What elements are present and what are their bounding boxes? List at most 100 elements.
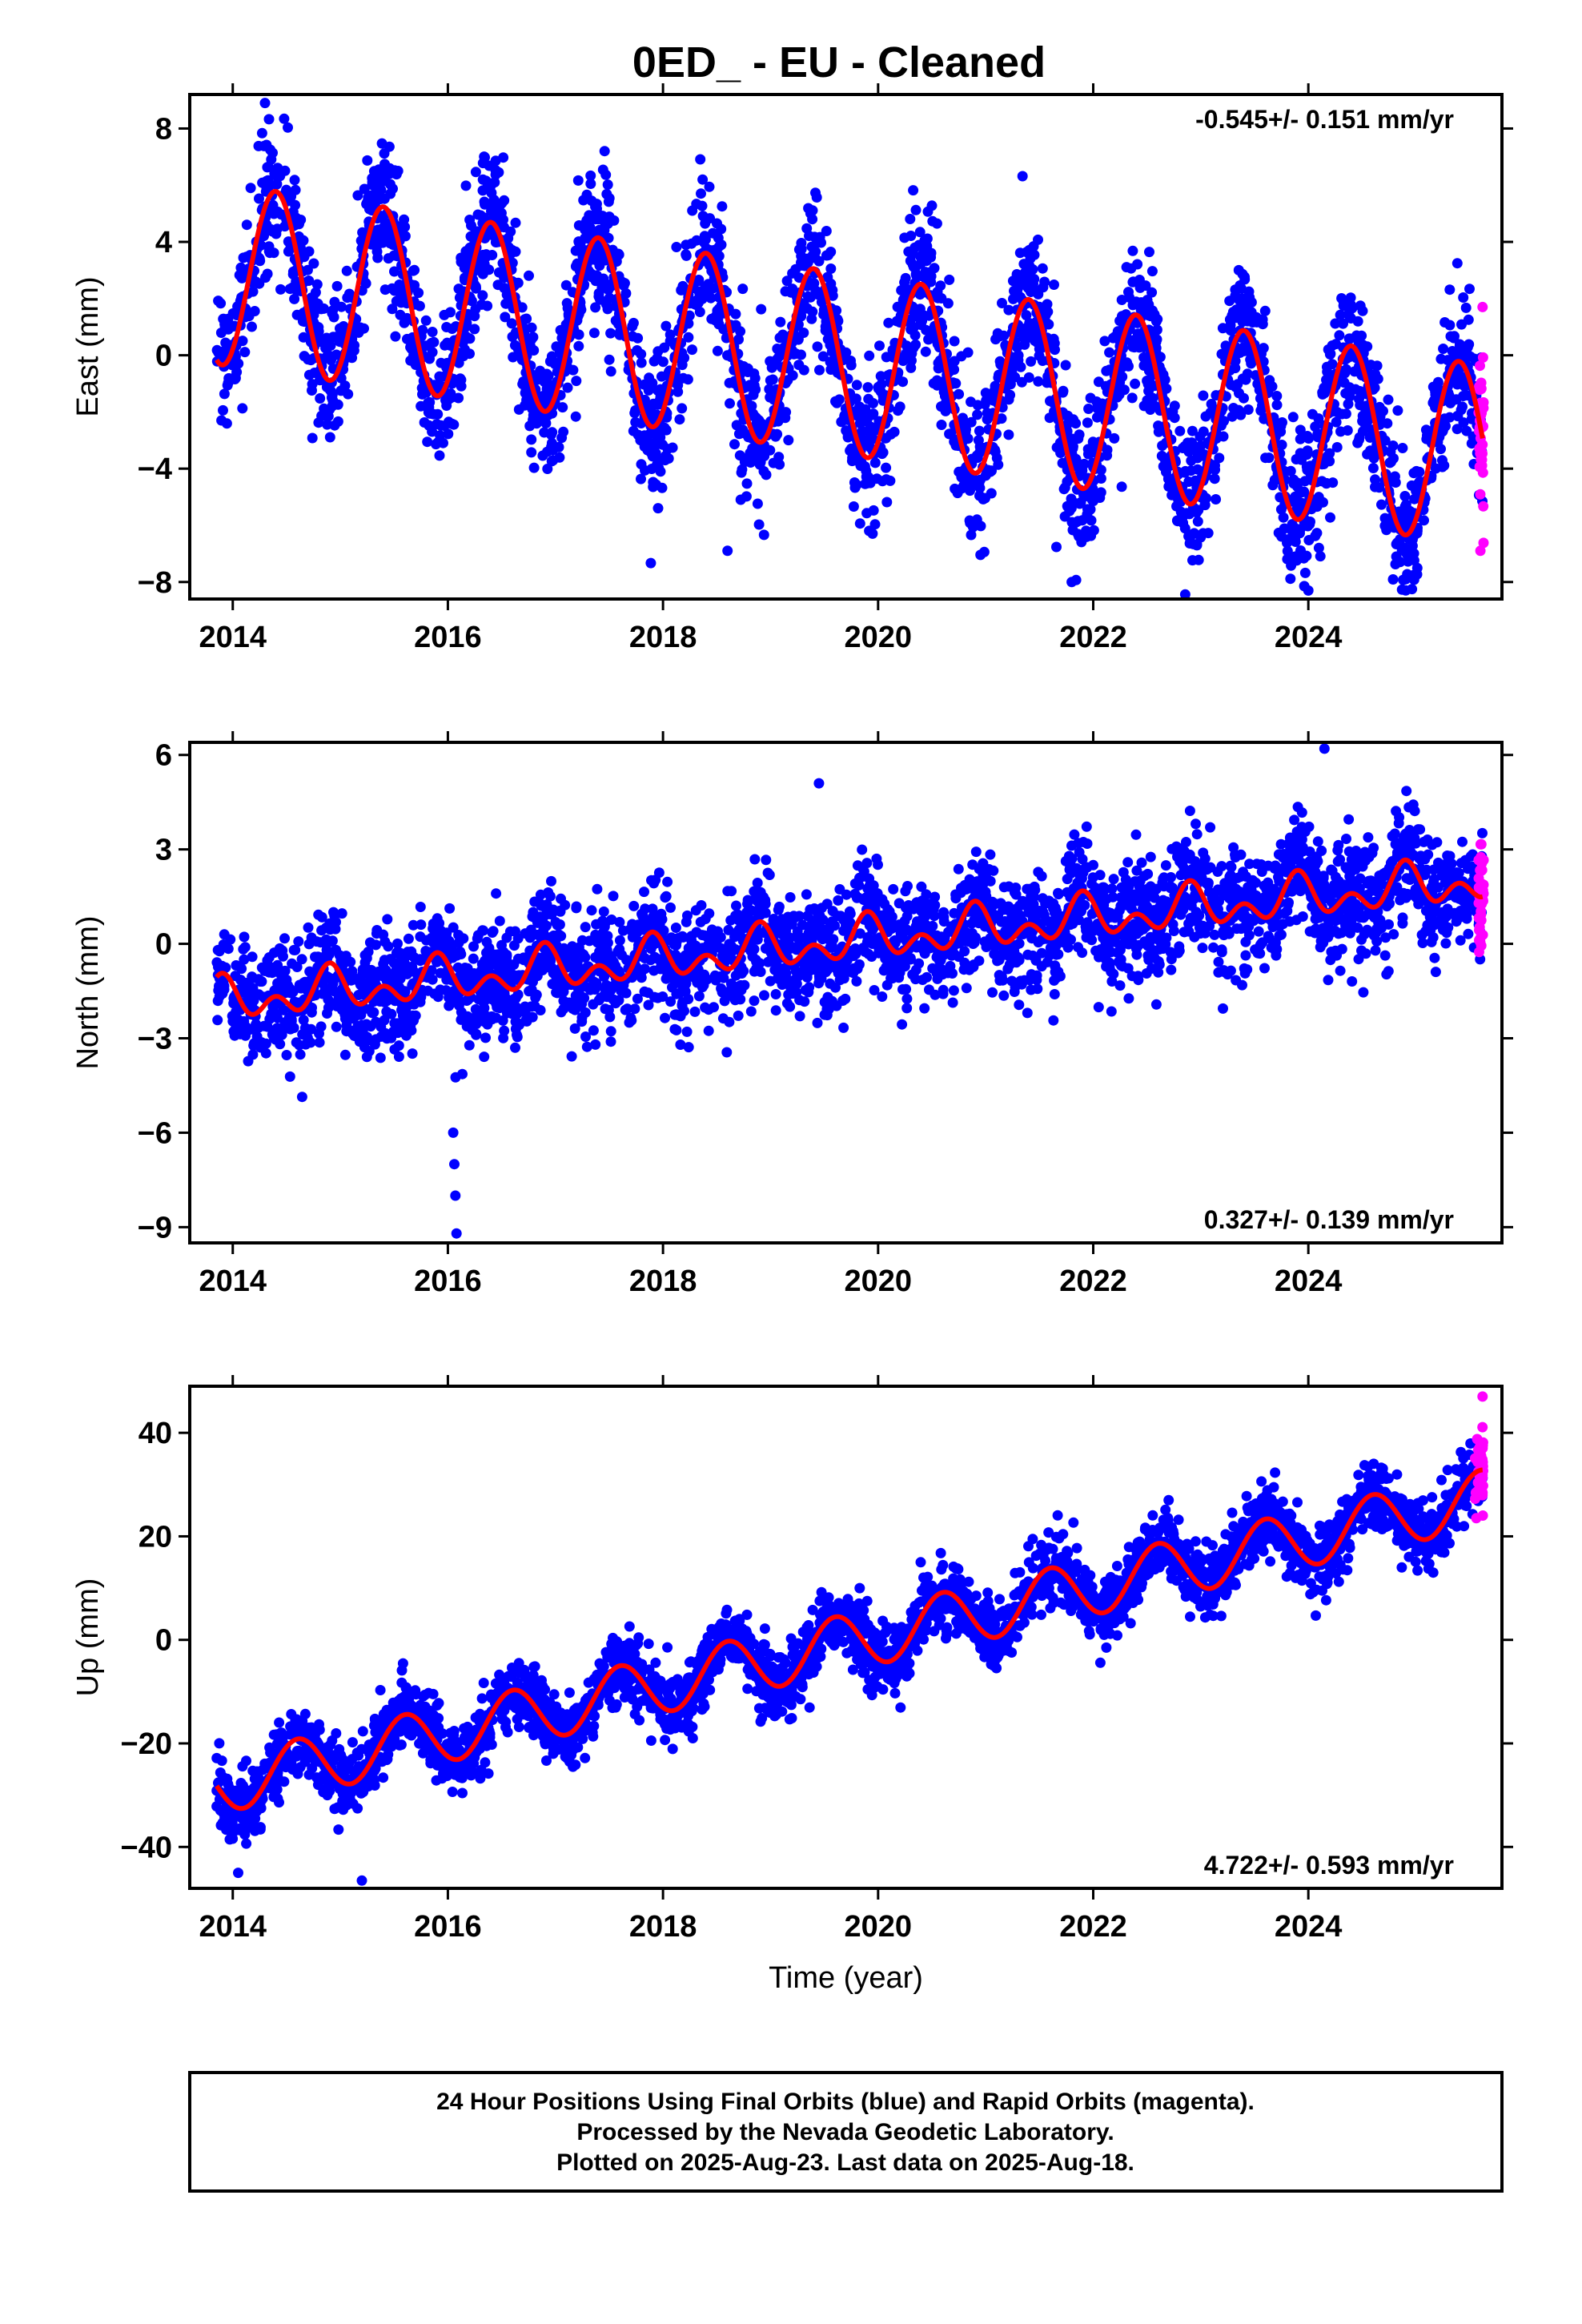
data-point — [646, 407, 657, 418]
data-point — [592, 883, 603, 895]
east-rate-annotation: -0.545+/- 0.151 mm/yr — [1195, 105, 1454, 134]
data-point — [857, 426, 868, 436]
data-point — [1067, 443, 1078, 454]
data-point — [1385, 446, 1396, 457]
data-point — [516, 302, 528, 313]
data-point — [697, 174, 709, 185]
data-point — [1464, 283, 1475, 295]
data-point — [604, 292, 615, 304]
data-point — [253, 140, 264, 151]
data-point — [716, 239, 727, 251]
data-point — [362, 155, 373, 166]
data-point — [1367, 885, 1378, 896]
x-tick-label: 2018 — [629, 621, 697, 654]
data-point — [445, 340, 456, 351]
data-point — [290, 199, 301, 211]
data-point — [1243, 404, 1254, 415]
data-point — [1392, 405, 1403, 416]
data-point — [1195, 431, 1206, 442]
data-point — [371, 939, 381, 951]
data-point — [670, 923, 681, 933]
data-point — [691, 235, 702, 246]
data-point — [802, 257, 813, 268]
data-point — [640, 464, 650, 476]
data-point — [508, 352, 519, 363]
data-point — [520, 1007, 531, 1018]
data-point — [363, 947, 374, 957]
data-point — [376, 138, 387, 149]
data-point — [636, 357, 647, 368]
data-point — [1403, 556, 1414, 567]
data-point — [1021, 310, 1032, 321]
data-point — [1362, 341, 1373, 352]
data-point — [910, 204, 921, 215]
data-point — [369, 199, 380, 210]
data-point — [306, 1023, 317, 1035]
data-point — [402, 333, 412, 344]
data-point — [944, 274, 955, 285]
data-point — [869, 457, 881, 468]
data-point — [617, 925, 628, 936]
data-point — [320, 336, 331, 347]
data-point — [628, 900, 640, 911]
data-point — [825, 942, 837, 953]
data-point — [1398, 605, 1408, 616]
data-point — [755, 424, 766, 436]
data-point — [1109, 432, 1120, 444]
data-point — [926, 271, 937, 282]
data-point — [1379, 950, 1391, 961]
data-point — [929, 263, 940, 274]
data-point — [1051, 541, 1062, 553]
data-point — [966, 529, 977, 541]
data-point — [1258, 343, 1269, 354]
data-point — [1182, 437, 1193, 448]
data-point — [470, 281, 481, 292]
data-point — [671, 242, 682, 252]
data-point — [420, 340, 432, 352]
outlier-point — [1303, 585, 1314, 596]
data-point — [413, 287, 424, 299]
data-point — [831, 305, 842, 316]
data-point — [557, 402, 568, 413]
data-point — [753, 519, 765, 530]
data-point — [650, 448, 661, 459]
data-point — [1034, 350, 1045, 361]
data-point — [1069, 829, 1080, 840]
data-point — [845, 360, 857, 371]
data-point — [1352, 922, 1363, 933]
data-point — [1174, 425, 1186, 436]
data-point — [770, 431, 781, 442]
data-point — [994, 331, 1006, 342]
data-point — [1157, 440, 1168, 451]
data-point — [657, 356, 669, 368]
data-point — [329, 296, 340, 308]
data-point — [1240, 374, 1251, 385]
data-point — [1271, 400, 1283, 411]
data-point — [632, 332, 644, 344]
data-point — [665, 902, 676, 913]
data-point — [1085, 504, 1096, 515]
data-point — [414, 300, 425, 312]
figure-title: 0ED_ - EU - Cleaned — [632, 38, 1046, 86]
data-point — [215, 298, 227, 309]
data-point — [909, 242, 921, 253]
data-point — [313, 417, 324, 428]
data-point — [736, 467, 747, 478]
data-point — [901, 340, 912, 352]
data-point — [1179, 589, 1191, 599]
data-point — [1259, 305, 1271, 316]
data-point — [490, 203, 501, 215]
data-point — [967, 859, 978, 870]
data-point — [448, 419, 460, 430]
data-point — [724, 1016, 735, 1027]
data-point — [687, 344, 697, 356]
data-point — [528, 345, 540, 356]
data-point — [1322, 451, 1333, 461]
data-point — [1344, 870, 1355, 882]
data-point — [697, 211, 709, 222]
data-point — [399, 317, 410, 328]
data-point — [1315, 551, 1326, 562]
data-point — [560, 279, 572, 291]
data-point — [845, 445, 856, 456]
data-point — [325, 355, 336, 366]
